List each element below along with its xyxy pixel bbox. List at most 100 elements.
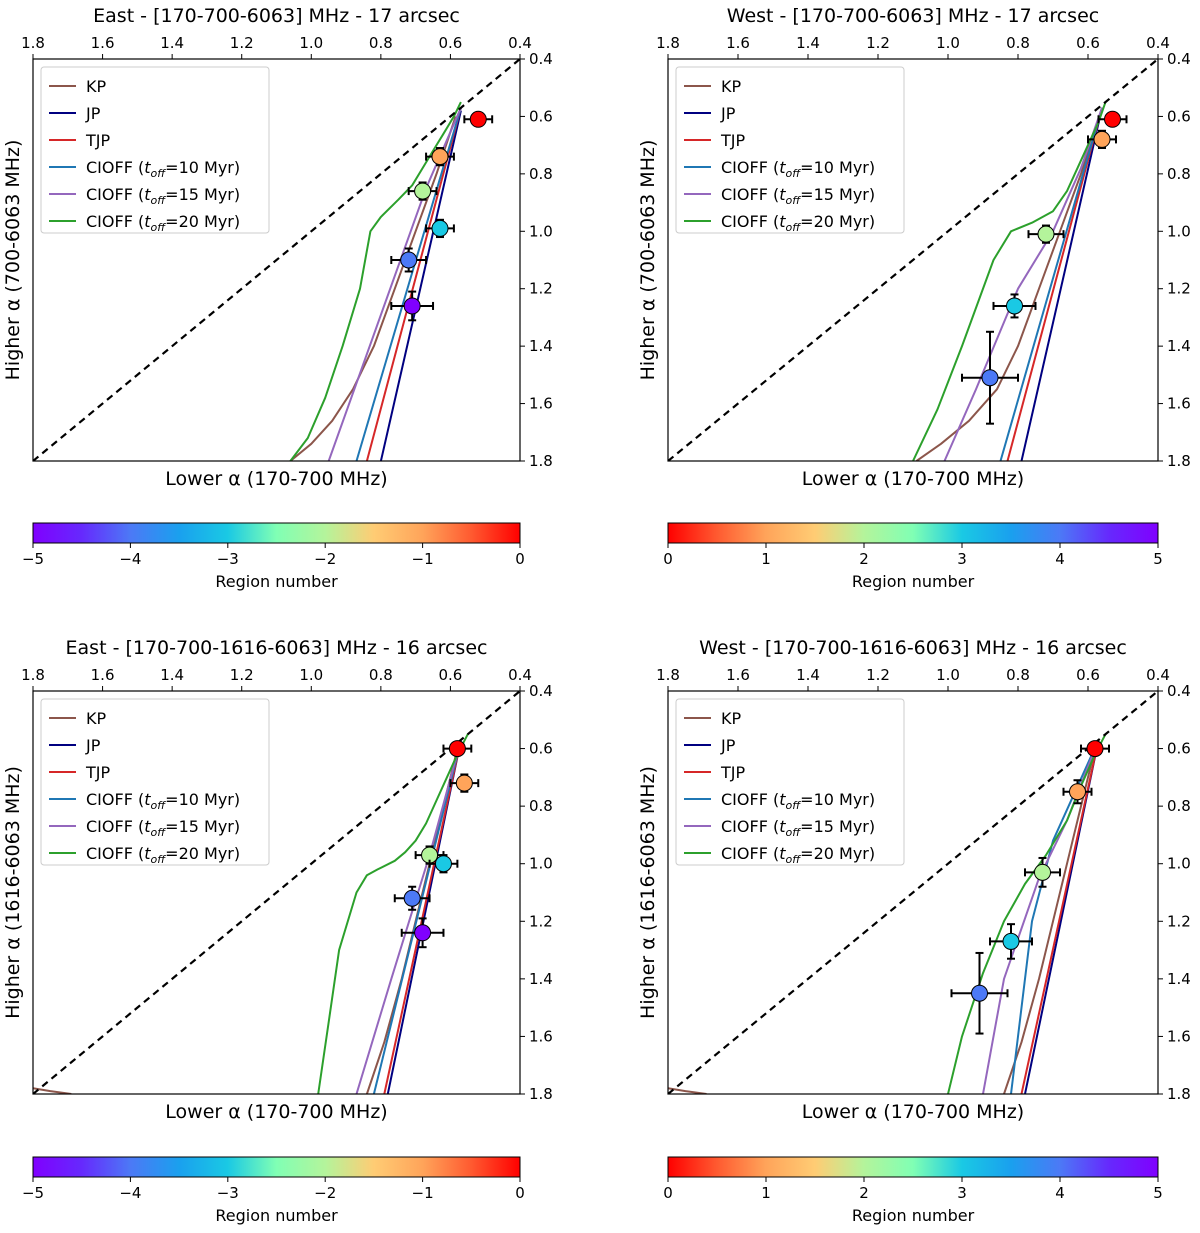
colorbar-tick-label: −1 <box>412 550 434 568</box>
x-tick-label: 0.6 <box>1076 34 1100 52</box>
identity-line <box>33 691 520 1094</box>
y-tick-label: 1.8 <box>529 1085 553 1103</box>
plot-frame <box>667 58 1159 462</box>
data-point <box>1037 225 1055 243</box>
y-tick-label: 0.8 <box>1167 165 1191 183</box>
y-tick-label: 0.6 <box>529 107 553 125</box>
x-tick-label: 1.6 <box>726 666 750 684</box>
data-point <box>434 855 452 873</box>
data-point <box>1069 783 1086 801</box>
y-tick-label: 1.6 <box>1167 395 1191 413</box>
y-tick-label: 0.4 <box>1167 682 1191 700</box>
y-tick-label: 0.4 <box>529 50 553 68</box>
series-line-tjp <box>365 107 462 461</box>
legend-label: TJP <box>720 131 745 150</box>
y-tick-label: 0.6 <box>1167 107 1191 125</box>
x-axis-label: Lower α (170-700 MHz) <box>165 1101 387 1123</box>
series-line-kp <box>668 1087 707 1094</box>
legend-box <box>40 698 270 866</box>
x-tick-label: 1.8 <box>21 34 45 52</box>
x-tick-label: 1.6 <box>91 666 115 684</box>
legend-label: CIOFF (toff=20 Myr) <box>721 844 875 866</box>
legend: KP JP TJP CIOFF (toff=10 Myr) CIOFF (toff=15… <box>40 698 270 866</box>
identity-line <box>668 59 1158 461</box>
y-tick-label: 1.0 <box>529 855 553 873</box>
model-curves <box>33 691 520 1094</box>
x-tick-label: 1.2 <box>866 666 890 684</box>
colorbar-tick-label: 2 <box>859 550 869 568</box>
y-tick-label: 0.4 <box>529 682 553 700</box>
colorbar-tick-label: −5 <box>22 550 44 568</box>
legend-label: KP <box>721 709 741 728</box>
x-tick-label: 1.0 <box>936 666 960 684</box>
data-point <box>431 219 449 237</box>
data-points <box>961 110 1128 425</box>
legend-label: KP <box>86 77 106 96</box>
series-line-cioff-toff-15-myr- <box>355 739 462 1094</box>
plot-frame <box>667 690 1159 1095</box>
data-point <box>403 297 421 315</box>
x-tick-label: 1.4 <box>160 34 184 52</box>
colorbar-tick-label: 1 <box>761 1184 771 1202</box>
y-tick-label: 1.6 <box>529 1027 553 1045</box>
x-tick-label: 1.4 <box>796 666 820 684</box>
y-tick-label: 0.6 <box>1167 740 1191 758</box>
data-point <box>971 984 988 1002</box>
legend-label: TJP <box>85 131 110 150</box>
data-point <box>1104 110 1121 128</box>
chart-panel-3: East - [170-700-1616-6063] MHz - 16 arcs… <box>2 637 553 1225</box>
y-tick-label: 0.4 <box>1167 50 1191 68</box>
y-tick-label: 1.4 <box>1167 337 1191 355</box>
x-tick-label: 0.4 <box>508 666 532 684</box>
chart-title: West - [170-700-1616-6063] MHz - 16 arcs… <box>699 637 1127 659</box>
y-tick-label: 1.2 <box>529 280 553 298</box>
data-point <box>1093 130 1111 148</box>
chart-panel-1: East - [170-700-6063] MHz - 17 arcsec 1.8… <box>2 5 553 591</box>
colorbar-tick-label: −4 <box>119 1184 141 1202</box>
colorbar-tick-label: −5 <box>22 1184 44 1202</box>
x-tick-label: 0.8 <box>369 34 393 52</box>
series-line-cioff-toff-10-myr- <box>999 107 1103 461</box>
series-line-tjp <box>1020 739 1100 1094</box>
series-line-cioff-toff-15-myr- <box>943 107 1103 461</box>
legend-label: TJP <box>85 763 110 782</box>
y-tick-label: 1.2 <box>1167 912 1191 930</box>
series-line-jp <box>379 110 462 461</box>
legend-box <box>675 66 905 234</box>
data-point <box>414 182 432 200</box>
x-tick-label: 0.4 <box>1146 666 1170 684</box>
x-tick-label: 0.6 <box>438 34 462 52</box>
data-point <box>981 369 999 387</box>
colorbar-tick-label: −1 <box>412 1184 434 1202</box>
legend: KP JP TJP CIOFF (toff=10 Myr) CIOFF (toff=15… <box>40 66 270 234</box>
colorbar-strip <box>32 1156 521 1178</box>
y-tick-label: 1.0 <box>1167 222 1191 240</box>
x-axis-label: Lower α (170-700 MHz) <box>802 1101 1024 1123</box>
y-tick-label: 1.4 <box>1167 970 1191 988</box>
colorbar-tick-label: 4 <box>1055 550 1065 568</box>
y-tick-label: 1.8 <box>529 452 553 470</box>
colorbar-tick-label: 3 <box>957 550 967 568</box>
legend-label: KP <box>721 77 741 96</box>
x-tick-label: 0.8 <box>1006 34 1030 52</box>
y-axis-label: Higher α (1616-6063 MHz) <box>637 766 659 1019</box>
colorbar-tick-label: −2 <box>314 550 336 568</box>
data-point <box>469 110 487 128</box>
y-tick-label: 0.8 <box>1167 797 1191 815</box>
data-point <box>455 774 473 792</box>
x-axis-label: Lower α (170-700 MHz) <box>802 468 1024 490</box>
x-tick-label: 1.2 <box>230 666 254 684</box>
colorbar-tick-label: 2 <box>859 1184 869 1202</box>
x-tick-label: 0.8 <box>1006 666 1030 684</box>
x-tick-label: 1.2 <box>230 34 254 52</box>
x-tick-label: 0.4 <box>508 34 532 52</box>
y-tick-label: 1.4 <box>529 970 553 988</box>
data-points <box>393 740 480 949</box>
plot-frame <box>32 690 521 1095</box>
x-axis-label: Lower α (170-700 MHz) <box>165 468 387 490</box>
y-tick-label: 1.6 <box>1167 1027 1191 1045</box>
colorbar-strip <box>667 1156 1159 1178</box>
x-tick-label: 1.6 <box>726 34 750 52</box>
legend-label: CIOFF (toff=10 Myr) <box>86 790 240 812</box>
